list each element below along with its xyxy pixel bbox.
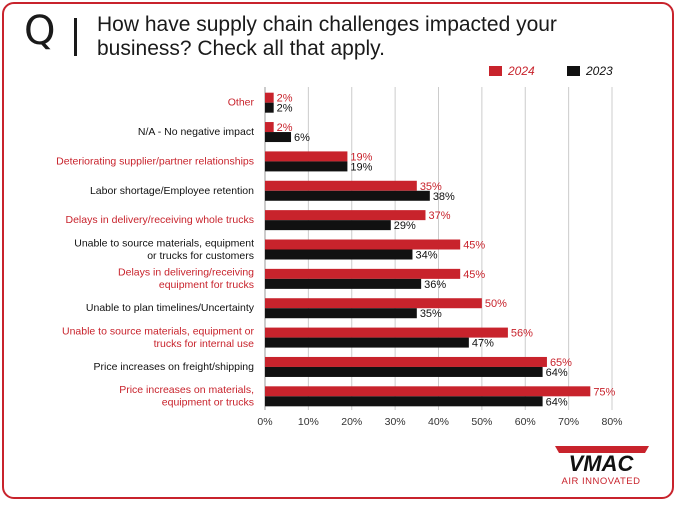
category-label: trucks for internal use: [154, 338, 255, 350]
category-label: equipment for trucks: [159, 279, 254, 291]
data-label-2023: 29%: [394, 220, 416, 232]
bar-2023: [265, 278, 422, 289]
category-label: Labor shortage/Employee retention: [90, 185, 254, 197]
bar-2023: [265, 366, 543, 377]
legend-label-2024: 2024: [508, 64, 535, 78]
data-label-2024: 2%: [277, 93, 293, 105]
data-label-2024: 45%: [463, 269, 485, 281]
bar-2023: [265, 132, 292, 143]
category-label: Unable to source materials, equipment: [74, 237, 254, 249]
data-label-2023: 64%: [546, 367, 568, 379]
data-label-2023: 47%: [472, 338, 494, 350]
bar-2024: [265, 151, 348, 162]
logo-tagline: AIR INNOVATED: [562, 476, 641, 487]
category-label: Other: [228, 97, 255, 109]
legend-label-2023: 2023: [586, 64, 613, 78]
category-label: equipment or trucks: [162, 397, 254, 409]
data-label-2024: 35%: [420, 181, 442, 193]
bar-2024: [265, 298, 482, 309]
vmac-logo: VMAC AIR INNOVATED: [555, 446, 649, 487]
logo-brand: VMAC: [569, 451, 635, 476]
bar-2024: [265, 122, 274, 133]
data-label-2024: 37%: [428, 210, 450, 222]
bar-2024: [265, 180, 417, 191]
bar-2024: [265, 92, 274, 103]
data-label-2023: 19%: [350, 161, 372, 173]
legend-item-2024: 2024: [489, 64, 535, 78]
bar-2024: [265, 210, 426, 221]
data-label-2023: 38%: [433, 191, 455, 203]
category-label: Unable to source materials, equipment or: [62, 325, 255, 337]
data-label-2023: 2%: [277, 103, 293, 115]
bar-2024: [265, 386, 591, 397]
bar-2023: [265, 308, 417, 319]
category-label: Price increases on materials,: [119, 384, 254, 396]
category-label: Delays in delivery/receiving whole truck…: [66, 214, 255, 226]
data-label-2023: 35%: [420, 308, 442, 320]
data-label-2024: 56%: [511, 328, 533, 340]
x-tick-label: 10%: [298, 416, 319, 428]
x-tick-label: 30%: [385, 416, 406, 428]
data-label-2024: 65%: [550, 357, 572, 369]
category-label: or trucks for customers: [147, 250, 254, 262]
question-divider: [74, 18, 77, 56]
data-label-2024: 75%: [593, 386, 615, 398]
bar-2024: [265, 356, 547, 367]
x-tick-label: 0%: [257, 416, 272, 428]
bar-2024: [265, 327, 508, 338]
x-tick-label: 70%: [558, 416, 579, 428]
bar-2024: [265, 239, 461, 250]
data-label-2023: 34%: [415, 250, 437, 262]
data-label-2023: 64%: [546, 396, 568, 408]
legend-swatch-2023: [567, 66, 580, 76]
bar-2023: [265, 249, 413, 260]
category-label: Price increases on freight/shipping: [93, 361, 254, 373]
category-label: Deteriorating supplier/partner relations…: [56, 155, 254, 167]
bar-2023: [265, 220, 391, 231]
data-label-2024: 2%: [277, 122, 293, 134]
bar-2023: [265, 337, 469, 348]
data-label-2023: 36%: [424, 279, 446, 291]
category-label: Unable to plan timelines/Uncertainty: [86, 302, 255, 314]
data-label-2024: 50%: [485, 298, 507, 310]
legend-item-2023: 2023: [567, 64, 613, 78]
bar-2023: [265, 102, 274, 113]
category-label: N/A - No negative impact: [138, 126, 254, 138]
question-title: How have supply chain challenges impacte…: [97, 13, 557, 60]
data-label-2023: 6%: [294, 132, 310, 144]
legend-swatch-2024: [489, 66, 502, 76]
x-tick-label: 40%: [428, 416, 449, 428]
category-label: Delays in delivering/receiving: [118, 267, 254, 279]
data-label-2024: 45%: [463, 240, 485, 252]
x-tick-label: 50%: [471, 416, 492, 428]
bar-2023: [265, 190, 430, 201]
data-label-2024: 19%: [350, 151, 372, 163]
bar-2023: [265, 161, 348, 172]
x-tick-label: 20%: [341, 416, 362, 428]
question-prefix: Q: [24, 8, 56, 54]
bar-2024: [265, 268, 461, 279]
card-frame: [2, 2, 674, 499]
x-tick-label: 60%: [515, 416, 536, 428]
x-tick-label: 80%: [601, 416, 622, 428]
bar-2023: [265, 396, 543, 407]
